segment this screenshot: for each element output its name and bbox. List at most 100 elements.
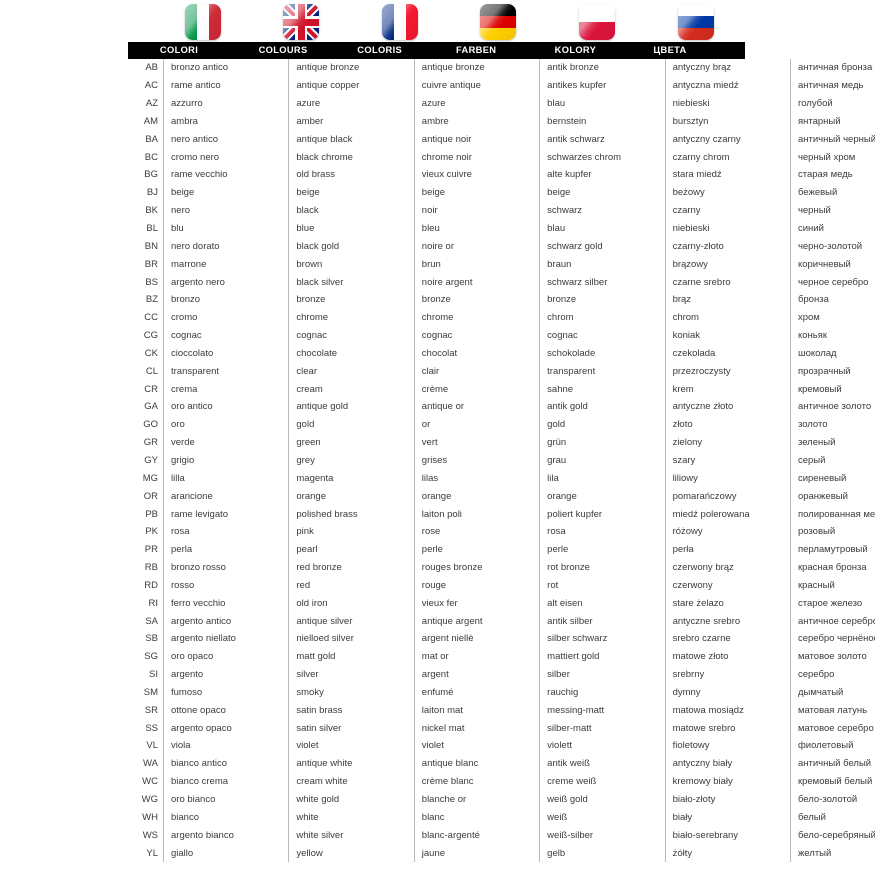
color-name-de: bernstein: [539, 112, 666, 131]
color-name-it: verde: [162, 433, 289, 452]
color-name-fr: vieux cuivre: [413, 166, 540, 184]
color-name-de: perle: [539, 540, 666, 559]
color-name-de: gelb: [539, 844, 666, 862]
color-name-de: gold: [539, 415, 666, 434]
color-name-fr: laiton mat: [413, 701, 540, 720]
color-name-pl: chrom: [664, 308, 791, 327]
color-name-en: black: [288, 201, 415, 220]
color-name-it: ottone opaco: [162, 701, 289, 720]
color-code: SA: [145, 615, 158, 627]
color-name-pl: koniak: [664, 326, 791, 345]
color-code: SS: [145, 722, 158, 734]
color-name-it: oro bianco: [162, 790, 289, 809]
table-row: VL viola violet violet violett fioletowy фиоле…: [128, 737, 875, 755]
color-name-pl: czerwony: [664, 576, 791, 595]
table-row: AM ambra amber ambre bernstein bursztyn янтарн…: [128, 112, 875, 131]
color-name-it: fumoso: [162, 683, 289, 702]
germany-flag: [480, 4, 517, 40]
color-name-de: blau: [539, 94, 666, 113]
color-table-body: AB bronzo antico antique bronze antique bro…: [128, 59, 875, 862]
flag-cell-ru: [646, 2, 745, 42]
color-name-it: rosa: [162, 522, 289, 541]
color-name-pl: perła: [664, 540, 791, 559]
color-name-ru: матовая латунь: [789, 701, 875, 720]
color-name-ru: бежевый: [789, 183, 875, 202]
color-name-ru: оранжевый: [789, 487, 875, 506]
color-name-en: black gold: [288, 237, 415, 256]
color-name-en: red bronze: [288, 558, 415, 577]
color-code: RI: [148, 597, 159, 609]
flag-cell-fr: [350, 2, 449, 42]
table-row: BL blu blue bleu blau niebieski синий: [128, 219, 875, 238]
color-name-it: rosso: [162, 576, 289, 595]
color-name-fr: lilas: [413, 469, 540, 488]
color-name-fr: argent niellè: [413, 630, 540, 648]
color-name-fr: blanche or: [413, 790, 540, 809]
color-name-fr: clair: [413, 362, 540, 381]
color-name-ru: античный белый: [789, 754, 875, 773]
color-code: CK: [144, 347, 158, 359]
color-name-en: matt gold: [288, 647, 415, 666]
italy-flag: [184, 4, 221, 40]
color-name-pl: antyczny czarny: [664, 130, 791, 149]
color-name-pl: liliowy: [664, 469, 791, 488]
color-name-pl: srebrny: [664, 665, 791, 684]
color-code: AZ: [145, 98, 158, 110]
color-code: BN: [144, 240, 158, 252]
color-code: BG: [144, 169, 158, 181]
color-name-en: antique copper: [288, 76, 415, 95]
color-name-it: rame antico: [162, 76, 289, 95]
color-name-ru: прозрачный: [789, 362, 875, 381]
color-name-ru: кремовый: [789, 380, 875, 399]
header-label-pl: KOLORY: [554, 45, 597, 55]
color-code: CC: [144, 312, 158, 324]
table-row: BG rame vecchio old brass vieux cuivre alte …: [128, 166, 875, 184]
color-code: BS: [145, 276, 158, 288]
color-name-en: brown: [288, 255, 415, 274]
color-name-pl: brązowy: [664, 255, 791, 274]
color-name-en: white silver: [288, 826, 415, 845]
color-code: WS: [142, 829, 158, 841]
color-name-it: perla: [162, 540, 289, 559]
color-name-de: antik silber: [539, 612, 666, 630]
color-name-pl: matowe srebro: [664, 719, 791, 738]
color-name-ru: матовое серебро: [789, 719, 875, 738]
table-row: GO oro gold or gold złoto золото: [128, 415, 875, 434]
color-name-fr: antique noir: [413, 130, 540, 149]
color-name-ru: кремовый белый: [789, 772, 875, 791]
table-row: SG oro opaco matt gold mat or mattiert gold m…: [128, 647, 875, 666]
flag-strip: [128, 2, 745, 42]
color-code: RB: [144, 562, 158, 574]
color-name-it: rame vecchio: [162, 166, 289, 184]
table-row: WA bianco antico antique white antique blan…: [128, 754, 875, 773]
table-row: BR marrone brown brun braun brązowy коричневый: [128, 255, 875, 274]
color-name-de: creme weiß: [539, 772, 666, 791]
color-name-en: nielloed silver: [288, 630, 415, 648]
color-name-fr: rouges bronze: [413, 558, 540, 577]
color-name-ru: бело-золотой: [789, 790, 875, 809]
color-name-ru: античный черный: [789, 130, 875, 149]
uk-flag: [283, 4, 320, 40]
color-name-ru: бронза: [789, 290, 875, 309]
header-code-column: [128, 42, 153, 59]
flag-cell-it: [153, 2, 252, 42]
color-name-fr: rose: [413, 522, 540, 541]
table-row: YL giallo yellow jaune gelb żółty желтый: [128, 844, 875, 862]
color-name-fr: jaune: [413, 844, 540, 862]
color-name-de: schwarzes chrom: [539, 148, 666, 167]
color-code: WG: [141, 794, 158, 806]
color-name-en: violet: [288, 737, 415, 755]
color-code: CG: [143, 330, 158, 342]
poland-flag: [579, 4, 616, 40]
table-row: MG lilla magenta lilas lila liliowy сиреневый: [128, 469, 875, 488]
table-row: BJ beige beige beige beige beżowy бежевый: [128, 183, 875, 202]
color-name-en: satin brass: [288, 701, 415, 720]
table-row: PR perla pearl perle perle perła перламутровый: [128, 540, 875, 559]
color-name-en: cognac: [288, 326, 415, 345]
color-name-it: ferro vecchio: [162, 594, 289, 613]
color-name-pl: brąz: [664, 290, 791, 309]
color-name-pl: stare żelazo: [664, 594, 791, 613]
table-row: CK cioccolato chocolate chocolat schokolade c…: [128, 344, 875, 363]
table-row: BN nero dorato black gold noire or schwarz g…: [128, 237, 875, 256]
color-name-en: old brass: [288, 166, 415, 184]
